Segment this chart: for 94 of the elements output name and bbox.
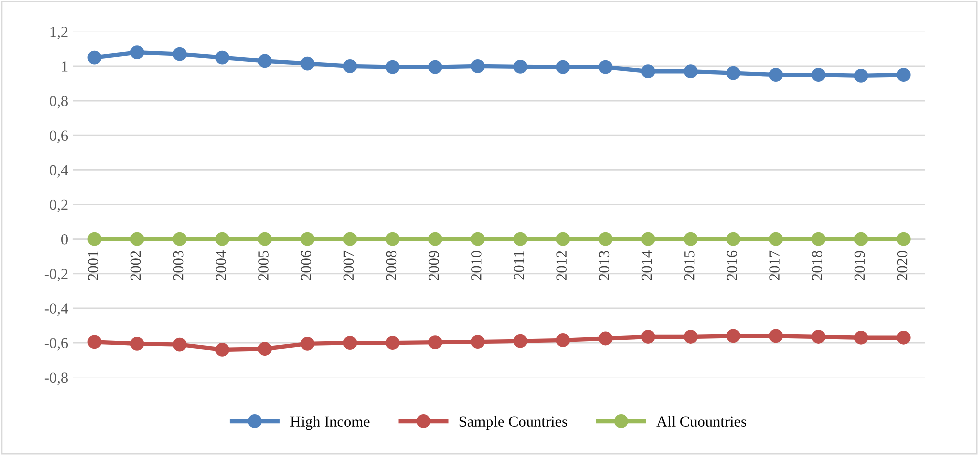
point [854,232,868,246]
legend-label: All Cuountries [656,416,746,427]
y-tick-label: -0,2 [44,269,68,282]
x-tick-label: 2004 [216,250,226,280]
point [726,66,740,80]
y-tick-label: 1,2 [50,27,68,40]
point [258,342,272,356]
point [471,335,485,349]
point [514,60,528,74]
legend-label: Sample Countries [460,416,568,430]
point [812,68,826,82]
point [896,330,911,345]
x-tick-label: 2008 [386,251,397,280]
y-tick-label: 1 [62,62,68,72]
x-tick-label: 2007 [344,250,354,280]
point [172,338,187,352]
point [556,232,570,246]
point [343,336,358,350]
point [896,232,911,246]
x-tick-label: 2017 [770,250,780,280]
point [556,60,570,74]
x-tick-label: 2005 [258,251,269,280]
point [172,47,187,62]
point [130,232,144,246]
x-tick-label: 2020 [897,251,908,280]
x-tick-label: 2015 [684,251,695,280]
point [258,232,272,246]
point [428,232,442,246]
point [684,330,698,344]
point [216,343,230,357]
point [428,60,442,74]
y-tick-label: 0 [62,234,68,245]
point [854,68,868,83]
point [769,232,784,246]
y-tick-label: -0,4 [44,304,68,316]
point [300,232,315,246]
y-tick-label: 0,6 [50,130,68,144]
point [343,59,358,74]
point [598,60,613,74]
point [172,232,187,246]
y-tick-label: -0,8 [44,372,68,386]
x-tick-label: 2006 [301,250,312,280]
point [726,232,740,246]
point [88,50,102,65]
point [386,336,400,350]
point [216,232,230,246]
x-tick-label: 2014 [642,250,652,280]
x-tick-label: 2009 [428,251,440,280]
point [684,232,698,246]
point [300,336,315,351]
point [471,59,485,74]
point [130,46,144,60]
point [88,335,102,350]
x-tick-label: 2012 [556,251,567,280]
point [428,336,442,350]
legend-label: High Income [290,416,370,430]
point [812,232,826,246]
point [641,64,656,79]
y-tick-label: 0,4 [50,165,68,178]
x-tick-label: 2011 [514,251,524,280]
x-tick-label: 2010 [472,251,482,280]
point [769,329,784,344]
point [684,64,698,79]
point [88,232,102,246]
point [641,232,656,246]
point [300,56,315,71]
point [854,330,868,345]
point [598,232,613,246]
point [216,50,230,65]
x-tick-label: 2001 [88,251,99,280]
y-tick-label: 0,8 [50,96,68,109]
point [386,60,400,74]
x-tick-label: 2002 [130,251,142,280]
x-tick-label: 2013 [599,251,610,280]
y-tick-label: -0,6 [44,338,68,351]
point [386,232,400,246]
x-tick-label: 2019 [854,251,866,280]
point [343,232,358,246]
point [514,232,528,246]
point [556,334,570,348]
x-tick-label: 2003 [173,251,184,280]
point [258,54,272,68]
point [471,232,485,246]
x-tick-label: 2018 [812,251,823,280]
point [130,336,144,351]
x-tick-label: 2016 [727,250,738,280]
point [812,330,826,344]
point [641,330,656,344]
y-tick-label: 0,2 [50,200,68,212]
point [598,332,613,346]
point [514,334,528,348]
point [896,68,911,82]
point [726,329,740,344]
point [769,68,784,82]
